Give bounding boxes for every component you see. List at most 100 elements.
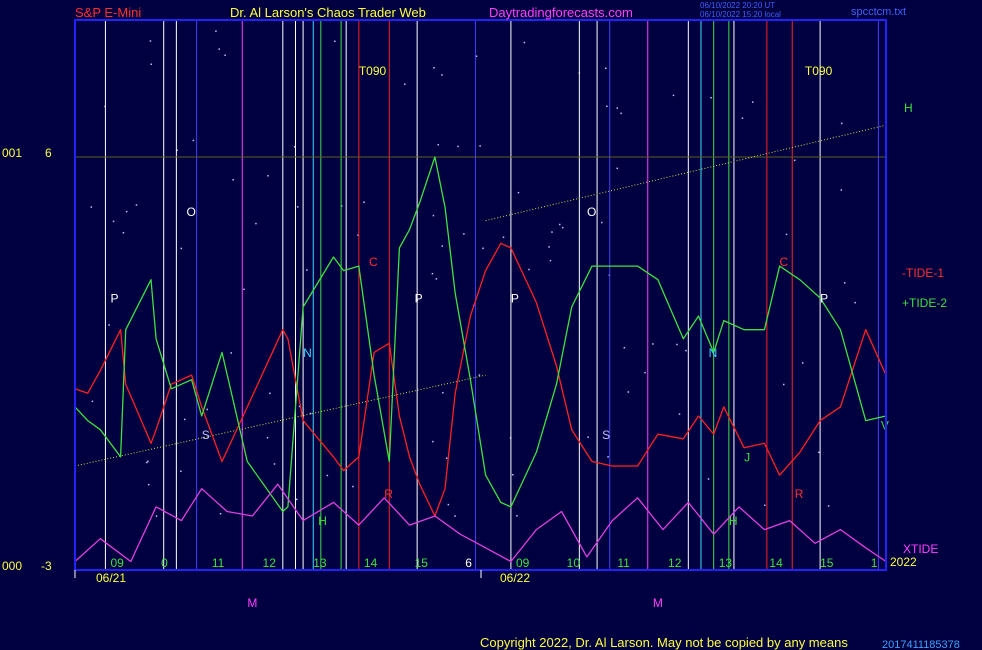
hour-tick-label: 10 bbox=[567, 556, 581, 570]
star-dot bbox=[192, 139, 195, 142]
star-dot bbox=[840, 189, 843, 191]
star-dot bbox=[523, 41, 526, 44]
star-dot bbox=[854, 301, 856, 304]
file-name: spcctcm.txt bbox=[851, 6, 906, 18]
star-dot bbox=[176, 149, 178, 152]
star-dot bbox=[298, 405, 301, 408]
star-dot bbox=[454, 515, 456, 517]
annotation-label: R bbox=[795, 487, 804, 501]
star-dot bbox=[306, 269, 308, 271]
annotation-label: N bbox=[303, 346, 312, 360]
hour-tick-label: 15 bbox=[820, 556, 834, 570]
legend-tide2: +TIDE-2 bbox=[902, 296, 947, 310]
star-dot bbox=[293, 145, 296, 148]
annotation-label: C bbox=[369, 255, 378, 269]
star-dot bbox=[352, 485, 354, 488]
star-dot bbox=[672, 94, 675, 97]
star-dot bbox=[502, 236, 505, 239]
star-dot bbox=[801, 362, 804, 364]
star-dot bbox=[125, 210, 128, 213]
star-dot bbox=[442, 392, 444, 394]
annotation-label: H bbox=[729, 514, 738, 528]
hour-tick-label: 15 bbox=[415, 556, 429, 570]
star-dot bbox=[180, 247, 183, 250]
star-dot bbox=[441, 245, 444, 247]
star-dot bbox=[437, 143, 440, 146]
star-dot bbox=[432, 214, 435, 217]
date-label-2: 06/22 bbox=[500, 571, 530, 585]
hour-tick-label: 14 bbox=[769, 556, 783, 570]
star-dot bbox=[607, 456, 609, 458]
hour-tick-label: 11 bbox=[617, 556, 630, 570]
star-dot bbox=[112, 220, 115, 223]
annotation-label: H bbox=[318, 514, 327, 528]
star-dot bbox=[843, 282, 846, 284]
star-dot bbox=[818, 451, 820, 454]
star-dot bbox=[445, 457, 448, 459]
star-dot bbox=[751, 101, 754, 103]
annotation-label: S bbox=[602, 428, 610, 442]
star-dot bbox=[587, 436, 589, 438]
star-dot bbox=[783, 383, 785, 386]
hour-ticks: 09 0 11 12 13 14 15 6 09 10 11 12 13 14 15 1 bbox=[110, 556, 877, 570]
hour-tick-label: 09 bbox=[516, 556, 530, 570]
star-dot bbox=[334, 40, 336, 43]
left-code-top: 001 bbox=[2, 146, 22, 160]
star-dot bbox=[219, 512, 222, 515]
annotation-label: P bbox=[415, 291, 423, 305]
star-dot bbox=[363, 201, 365, 204]
instrument-label: S&P E-Mini bbox=[75, 5, 141, 20]
hour-tick-label: 09 bbox=[110, 556, 124, 570]
star-dot bbox=[676, 343, 678, 346]
annotation-label: S bbox=[202, 428, 210, 442]
star-dot bbox=[206, 408, 208, 411]
star-dot bbox=[180, 470, 182, 473]
series-line-3 bbox=[74, 483, 887, 563]
star-dot bbox=[267, 175, 269, 177]
star-dot bbox=[273, 463, 276, 465]
star-dot bbox=[150, 63, 153, 66]
star-dot bbox=[549, 259, 552, 262]
star-dot bbox=[91, 400, 94, 403]
star-dot bbox=[793, 159, 796, 162]
date-label-1: 06/21 bbox=[96, 571, 126, 585]
annotation-label: V bbox=[881, 419, 889, 433]
series-lines bbox=[74, 156, 887, 563]
overlap-number: 2017411185378 bbox=[882, 639, 960, 650]
annotation-label: P bbox=[511, 291, 519, 305]
site-link[interactable]: Daytradingforecasts.com bbox=[489, 5, 633, 20]
star-dot bbox=[255, 222, 257, 225]
star-dot bbox=[447, 503, 450, 506]
star-dot bbox=[710, 96, 712, 99]
star-dot bbox=[685, 349, 687, 352]
annotation-label: T090 bbox=[805, 64, 833, 78]
hour-tick-label: 6 bbox=[465, 556, 472, 570]
star-dot bbox=[785, 233, 788, 236]
star-dot bbox=[149, 40, 152, 42]
star-dot bbox=[108, 324, 110, 326]
trend-line bbox=[74, 374, 486, 467]
annotation-label: N bbox=[709, 346, 718, 360]
star-dot bbox=[441, 74, 443, 76]
star-dot bbox=[433, 66, 435, 69]
star-dot bbox=[224, 54, 226, 57]
star-dot bbox=[243, 288, 245, 291]
star-dot bbox=[606, 105, 608, 108]
annotation-label: O bbox=[587, 205, 596, 219]
legend-xtide: XTIDE bbox=[903, 542, 938, 556]
star-dot bbox=[309, 412, 312, 415]
star-dot bbox=[90, 206, 93, 208]
star-dot bbox=[528, 268, 530, 271]
star-dot bbox=[561, 226, 564, 229]
annotation-label: R bbox=[384, 487, 393, 501]
star-dot bbox=[478, 374, 481, 376]
star-dot bbox=[269, 392, 271, 395]
star-dot bbox=[432, 440, 434, 443]
hour-tick-label: 12 bbox=[668, 556, 682, 570]
timestamp-ut: 06/10/2022 20:20 UT bbox=[700, 1, 775, 10]
star-dot bbox=[548, 246, 550, 248]
star-dot bbox=[763, 504, 766, 506]
star-dot bbox=[122, 232, 125, 234]
